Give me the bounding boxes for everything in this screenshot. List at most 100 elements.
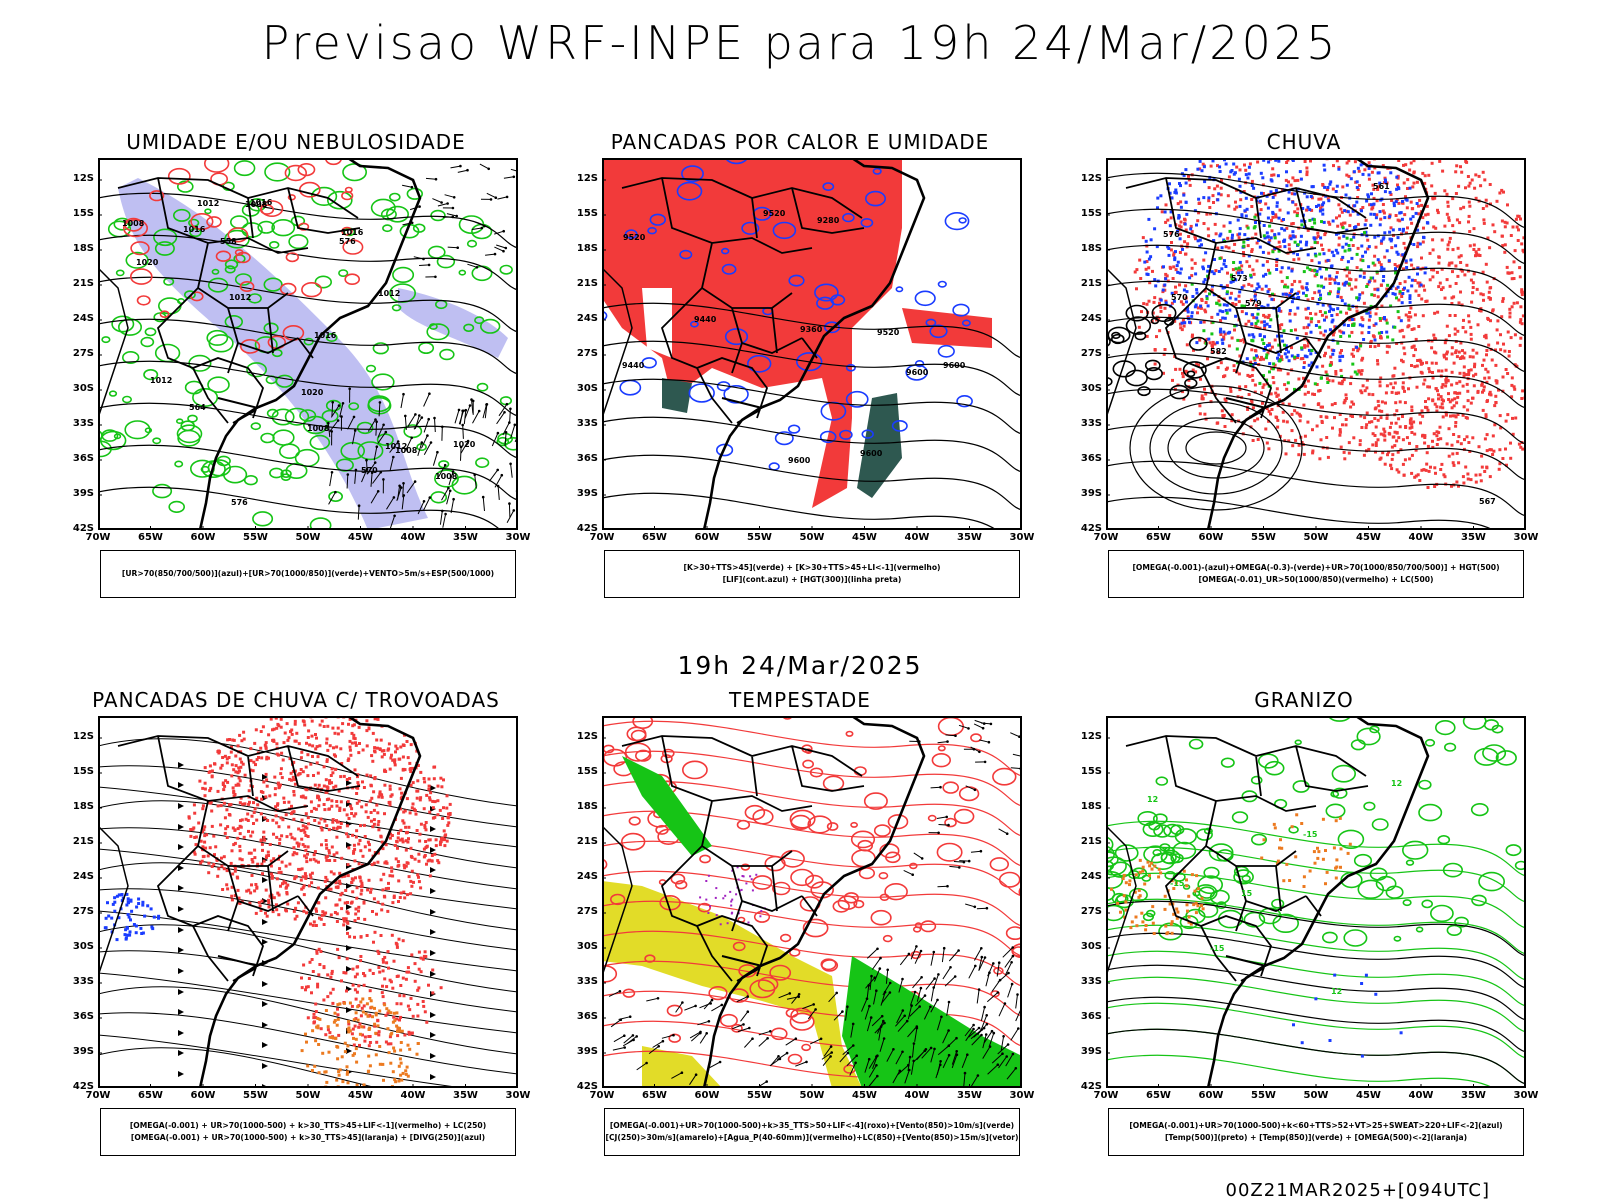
lat-label: 21S [56, 278, 94, 289]
field-speckle [331, 821, 334, 824]
contour-label: 1008 [122, 219, 145, 228]
field-speckle [400, 892, 403, 895]
field-speckle [304, 872, 307, 875]
field-speckle [399, 839, 402, 842]
field-speckle [303, 884, 306, 887]
lon-label: 30W [1506, 532, 1546, 543]
field-speckle [1506, 266, 1509, 269]
field-speckle [1409, 294, 1412, 297]
field-speckle [1485, 336, 1488, 339]
field-speckle [245, 818, 248, 821]
field-speckle [427, 788, 430, 791]
field-speckle [1369, 213, 1372, 216]
field-speckle [150, 907, 153, 910]
field-speckle [1468, 201, 1471, 204]
field-speckle [204, 847, 207, 850]
field-speckle [376, 950, 379, 953]
field-speckle [1451, 353, 1454, 356]
field-speckle [260, 812, 263, 815]
field-speckle [217, 790, 220, 793]
field-speckle [1416, 386, 1419, 389]
field-speckle [1350, 288, 1353, 291]
field-speckle [376, 747, 379, 750]
field-speckle [336, 912, 339, 915]
field-speckle [1234, 315, 1237, 318]
field-speckle [326, 725, 329, 728]
field-speckle [1338, 237, 1341, 240]
field-speckle [1427, 174, 1430, 177]
field-speckle [1472, 286, 1475, 289]
field-speckle [1325, 316, 1328, 319]
field-speckle [1222, 336, 1225, 339]
wind-vector-head [380, 471, 383, 474]
field-speckle [338, 809, 341, 812]
field-speckle [1271, 216, 1274, 219]
field-speckle [1373, 203, 1376, 206]
lat-label: 39S [1064, 488, 1102, 499]
field-speckle [1324, 352, 1327, 355]
field-speckle [1318, 326, 1321, 329]
field-speckle [1403, 242, 1406, 245]
lon-label: 55W [740, 532, 780, 543]
field-speckle [1339, 431, 1342, 434]
field-speckle [1201, 394, 1204, 397]
field-speckle [382, 969, 385, 972]
wind-vector-head [485, 403, 488, 406]
field-speckle [1310, 259, 1313, 262]
field-speckle [1185, 182, 1188, 185]
field-speckle [428, 811, 431, 814]
field-speckle [427, 839, 430, 842]
contour-label: 9600 [943, 361, 966, 370]
field-speckle [1227, 205, 1230, 208]
field-speckle [330, 774, 333, 777]
field-speckle [1437, 285, 1440, 288]
field-speckle [360, 893, 363, 896]
contour-label: 1016 [250, 198, 273, 207]
field-speckle [1335, 216, 1338, 219]
field-speckle [1347, 324, 1350, 327]
field-speckle [1399, 282, 1402, 285]
field-speckle [1463, 352, 1466, 355]
lon-label: 45W [1349, 532, 1389, 543]
wind-vector [443, 217, 453, 218]
field-speckle [336, 948, 339, 951]
field-speckle [1330, 361, 1333, 364]
field-speckle [395, 1011, 398, 1014]
field-speckle [276, 723, 279, 726]
field-speckle [355, 836, 358, 839]
field-speckle [1442, 415, 1445, 418]
lon-label: 40W [393, 532, 433, 543]
field-speckle [1221, 409, 1224, 412]
field-speckle [269, 843, 272, 846]
field-speckle [1433, 485, 1436, 488]
field-speckle [214, 845, 217, 848]
field-speckle [1304, 385, 1307, 388]
field-speckle [287, 801, 290, 804]
field-speckle [400, 1041, 403, 1044]
field-speckle [1370, 293, 1373, 296]
field-speckle [1517, 239, 1520, 242]
field-speckle [1231, 337, 1234, 340]
field-speckle [321, 1052, 324, 1055]
field-speckle [137, 902, 140, 905]
dark-convective-area [662, 378, 692, 413]
field-speckle [1292, 258, 1295, 261]
field-speckle [1231, 237, 1234, 240]
field-speckle [412, 1015, 415, 1018]
field-speckle [1310, 331, 1313, 334]
field-speckle [1425, 463, 1428, 466]
field-speckle [1195, 288, 1198, 291]
field-speckle [356, 886, 359, 889]
field-speckle [1427, 409, 1430, 412]
field-speckle [1343, 451, 1346, 454]
field-speckle [1158, 329, 1161, 332]
field-speckle [230, 895, 233, 898]
field-speckle [425, 1021, 428, 1024]
field-speckle [280, 834, 283, 837]
field-speckle [1390, 239, 1393, 242]
field-speckle [1369, 315, 1372, 318]
field-speckle [392, 1047, 395, 1050]
field-speckle [383, 895, 386, 898]
field-speckle [1338, 382, 1341, 385]
contour-label: 576 [339, 237, 356, 246]
